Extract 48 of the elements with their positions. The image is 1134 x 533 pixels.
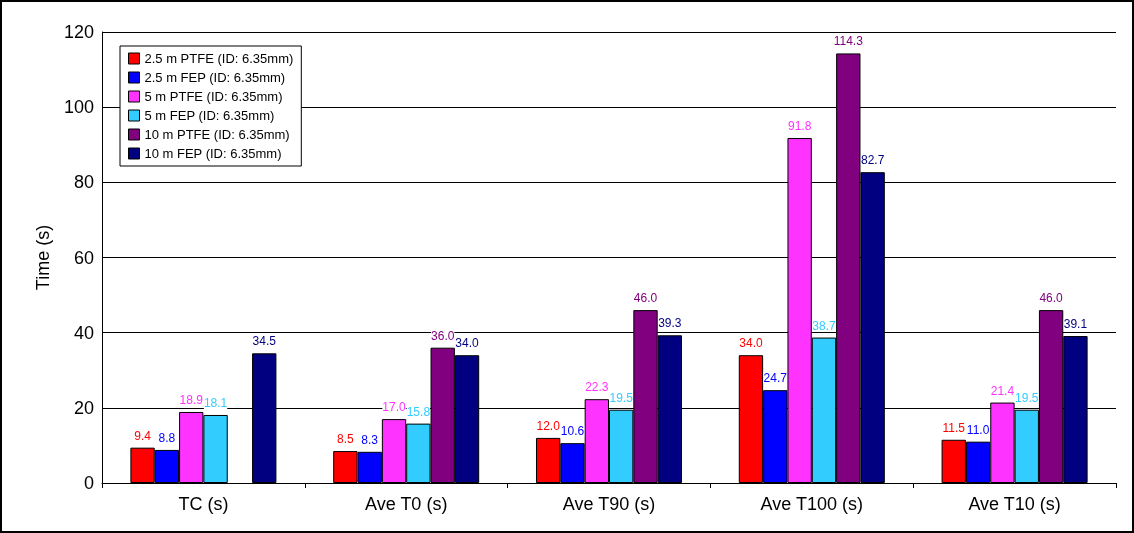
data-label: 21.4: [990, 383, 1015, 398]
x-tick-label: Ave T0 (s): [365, 494, 448, 514]
x-tick-label: Ave T10 (s): [968, 494, 1061, 514]
data-label: 12.0: [536, 418, 561, 433]
data-label: 18.9: [179, 392, 204, 407]
data-label: 39.1: [1063, 317, 1088, 332]
data-label: 15.8: [406, 404, 431, 419]
legend-label: 10 m FEP (ID: 6.35mm): [144, 146, 282, 161]
data-label: 8.5: [337, 432, 355, 447]
y-tick-label: 100: [63, 97, 94, 118]
y-tick-label: 120: [63, 22, 94, 42]
legend-label: 5 m FEP (ID: 6.35mm): [144, 108, 275, 123]
data-label: 11.5: [942, 420, 966, 435]
data-label: 34.5: [252, 334, 277, 349]
data-label: 38.7: [812, 318, 836, 333]
data-label: 24.7: [763, 371, 788, 386]
data-label: 46.0: [1039, 291, 1064, 306]
y-tick-label: 80: [73, 172, 94, 193]
legend-label: 2.5 m FEP (ID: 6.35mm): [144, 70, 286, 85]
x-tick-label: Ave T100 (s): [760, 494, 863, 514]
data-label: 114.3: [833, 34, 864, 49]
data-label: 39.3: [658, 316, 682, 331]
data-label: 46.0: [633, 291, 658, 306]
data-label: 10.6: [560, 424, 585, 439]
x-tick-label: Ave T90 (s): [562, 494, 656, 514]
data-label: 22.3: [585, 380, 609, 395]
y-tick-label: 40: [73, 322, 94, 343]
y-tick-label: 20: [73, 397, 94, 418]
data-label: 8.8: [158, 430, 176, 445]
data-label: 36.0: [431, 328, 455, 343]
data-label: 19.5: [609, 390, 634, 405]
data-label: 18.1: [203, 395, 228, 410]
data-label: 91.8: [787, 118, 812, 133]
y-axis-title: Time (s): [33, 224, 53, 291]
data-label: 34.0: [739, 336, 763, 351]
legend-label: 2.5 m PTFE (ID: 6.35mm): [144, 51, 294, 66]
legend-label: 5 m PTFE (ID: 6.35mm): [144, 89, 283, 104]
data-label: 11.0: [966, 422, 990, 437]
legend-label: 10 m PTFE (ID: 6.35mm): [144, 127, 290, 142]
data-label: 8.3: [361, 432, 379, 447]
data-label: 82.7: [860, 153, 885, 168]
x-tick-label: TC (s): [178, 494, 229, 514]
data-label: 9.4: [134, 428, 152, 443]
y-tick-label: 60: [73, 247, 94, 268]
data-label: 17.0: [382, 400, 407, 415]
data-label: 34.0: [455, 336, 480, 351]
y-tick-label: 0: [83, 473, 94, 493]
data-label: 19.5: [1015, 390, 1039, 405]
